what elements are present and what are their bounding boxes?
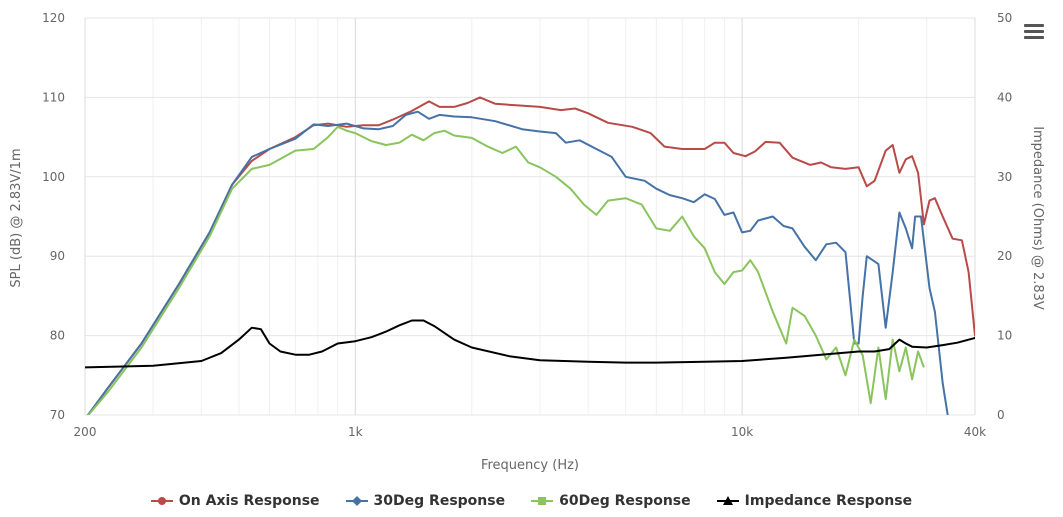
y-axis-right-ticks: 0 10 20 30 40 50 <box>997 11 1012 422</box>
y-right-tick-label: 20 <box>997 249 1012 263</box>
y-right-tick-label: 50 <box>997 11 1012 25</box>
legend-symbol-circle <box>150 497 173 505</box>
legend-item-impedance[interactable]: Impedance Response <box>716 493 913 509</box>
y-axis-left-ticks: 70 80 90 100 110 120 <box>42 11 65 422</box>
legend-symbol-diamond <box>345 496 368 506</box>
y-right-tick-label: 40 <box>997 90 1012 104</box>
x-axis-ticks: 200 1k 10k 40k <box>74 425 987 439</box>
y-right-tick-label: 0 <box>997 408 1005 422</box>
legend-label: Impedance Response <box>744 493 913 509</box>
legend-item-30deg[interactable]: 30Deg Response <box>345 493 506 509</box>
y-left-tick-label: 80 <box>50 329 65 343</box>
y-left-tick-label: 110 <box>42 90 65 104</box>
legend-symbol-square <box>531 497 554 505</box>
series-layer <box>85 96 975 415</box>
x-tick-label: 1k <box>348 425 363 439</box>
legend-item-on-axis[interactable]: On Axis Response <box>150 493 320 509</box>
x-tick-label: 200 <box>74 425 97 439</box>
legend-label: 60Deg Response <box>559 493 691 509</box>
y-left-tick-label: 70 <box>50 408 65 422</box>
series-line-2 <box>87 125 925 415</box>
menu-bar-3 <box>1024 36 1044 39</box>
y-right-tick-label: 30 <box>997 170 1012 184</box>
legend-symbol-triangle <box>716 496 739 505</box>
legend-item-60deg[interactable]: 60Deg Response <box>531 493 691 509</box>
legend-label: On Axis Response <box>178 493 320 509</box>
y-right-tick-label: 10 <box>997 329 1012 343</box>
menu-bar-2 <box>1024 30 1044 33</box>
legend-label: 30Deg Response <box>373 493 506 509</box>
y-left-tick-label: 120 <box>42 11 65 25</box>
x-tick-label: 10k <box>731 425 753 439</box>
chart-menu-button[interactable] <box>1022 22 1046 42</box>
y-left-tick-label: 100 <box>42 170 65 184</box>
y-axis-left-title: SPL (dB) @ 2.83V/1m <box>9 148 24 287</box>
legend: On Axis Response 30Deg Response 60Deg Re… <box>0 493 1063 509</box>
y-axis-right-title: Impedance (Ohms) @ 2.83V <box>1030 126 1045 310</box>
series-line-1 <box>86 110 949 415</box>
series-line-3 <box>85 319 975 369</box>
x-axis-title: Frequency (Hz) <box>481 458 579 473</box>
y-left-tick-label: 90 <box>50 249 65 263</box>
menu-bar-1 <box>1024 24 1044 27</box>
x-tick-label: 40k <box>964 425 986 439</box>
series-line-0 <box>86 96 975 415</box>
grid-major <box>84 17 976 416</box>
